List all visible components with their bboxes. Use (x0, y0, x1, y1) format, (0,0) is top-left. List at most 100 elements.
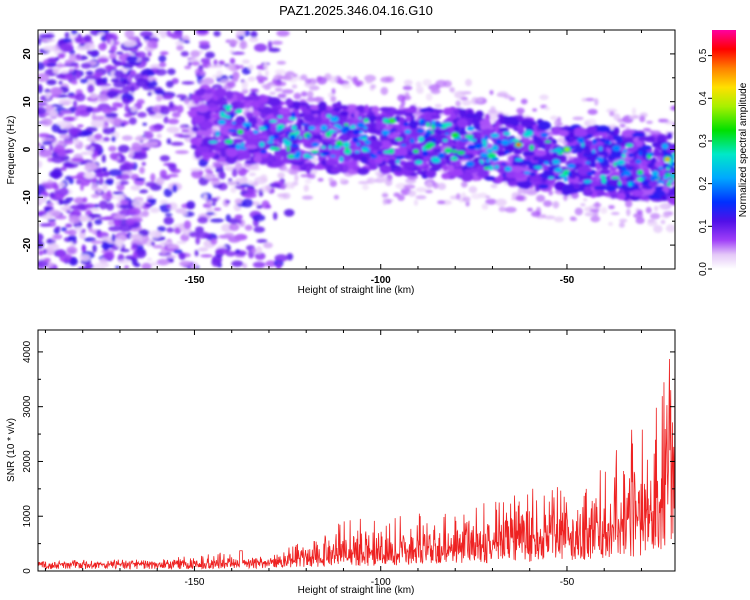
heatmap-cell (403, 161, 418, 170)
heatmap-cell (509, 138, 513, 144)
heatmap-cell (38, 133, 50, 138)
heatmap-cell (454, 90, 466, 99)
heatmap-cell (248, 147, 261, 153)
heatmap-cell (458, 108, 467, 117)
heatmap-cell (196, 130, 211, 136)
heatmap-cell (443, 107, 452, 116)
heatmap-cell (92, 115, 105, 121)
heatmap-cell (166, 126, 180, 134)
heatmap-cell (511, 118, 520, 127)
heatmap-cell (598, 146, 603, 152)
heatmap-cell (367, 115, 377, 121)
heatmap-cell (301, 91, 308, 97)
heatmap-cell (169, 32, 183, 39)
heatmap-cell (484, 166, 490, 170)
heatmap-cell (54, 215, 67, 220)
heatmap-cell (111, 136, 116, 142)
heatmap-cell (379, 140, 393, 149)
heatmap-cell (98, 83, 112, 87)
heatmap-cell (425, 181, 433, 189)
heatmap-cell (139, 166, 145, 174)
heatmap-cell (135, 78, 150, 88)
heatmap-cell (413, 199, 419, 206)
heatmap-cell (414, 160, 423, 165)
heatmap-cell (256, 239, 268, 243)
heatmap-cell (267, 40, 273, 50)
heatmap-cell (101, 243, 113, 249)
heatmap-cell (58, 187, 70, 196)
heatmap-cell (68, 68, 74, 72)
heatmap-cell (371, 105, 380, 113)
heatmap-cell (122, 97, 128, 102)
heatmap-cell (321, 151, 331, 156)
heatmap-cell (189, 168, 203, 172)
heatmap-cell (68, 215, 80, 224)
heatmap-cell (111, 57, 117, 64)
heatmap-cell (220, 147, 226, 158)
heatmap-cell (265, 184, 270, 191)
heatmap-cell (59, 110, 72, 115)
heatmap-cell (43, 257, 51, 263)
heatmap-cell (369, 164, 378, 171)
heatmap-cell (494, 164, 500, 170)
heatmap-cell (503, 131, 511, 136)
heatmap-cell (464, 168, 479, 174)
heatmap-cell (68, 53, 78, 63)
heatmap-cell (229, 64, 237, 72)
heatmap-cell (530, 177, 539, 182)
heatmap-cell (150, 207, 160, 213)
heatmap-cell (615, 137, 624, 144)
heatmap-cell (259, 149, 267, 154)
heatmap-cell (290, 144, 300, 148)
heatmap-cell (268, 47, 281, 53)
heatmap-cell (225, 200, 231, 204)
heatmap-cell (107, 220, 115, 226)
heatmap-cell (291, 125, 297, 131)
heatmap-cell (253, 154, 262, 163)
heatmap-cell (239, 40, 248, 49)
heatmap-cell (139, 30, 154, 38)
heatmap-cell (274, 254, 288, 262)
heatmap-cell (504, 149, 510, 155)
heatmap-cell (330, 116, 339, 123)
heatmap-cell (597, 151, 609, 156)
heatmap-cell (203, 193, 208, 202)
heatmap-ytick-label: -10 (22, 190, 33, 205)
heatmap-cell (230, 101, 239, 110)
heatmap-cell (408, 119, 418, 130)
heatmap-cell (544, 140, 552, 150)
heatmap-cell (286, 146, 290, 152)
heatmap-cell (114, 70, 125, 79)
colorbar-tick-label: 0.4 (698, 91, 709, 105)
heatmap-cell (635, 159, 642, 164)
heatmap-cell (57, 52, 66, 59)
heatmap-cell (259, 102, 266, 109)
heatmap-cell (45, 92, 51, 100)
heatmap-cell (244, 102, 252, 109)
heatmap-cell (283, 138, 288, 144)
heatmap-cell (625, 143, 634, 148)
heatmap-cell (574, 207, 583, 216)
heatmap-cell (231, 121, 236, 125)
heatmap-cell (609, 111, 615, 117)
heatmap-cell (67, 92, 75, 97)
heatmap-cell (165, 80, 174, 88)
heatmap-cell (514, 172, 527, 179)
heatmap-cell (584, 145, 591, 155)
heatmap-cell (498, 127, 509, 132)
heatmap-cell (393, 110, 408, 116)
heatmap-cell (252, 214, 266, 222)
heatmap-cell (520, 98, 528, 105)
heatmap-cell (538, 184, 549, 190)
heatmap-cell (156, 94, 162, 102)
heatmap-cell (672, 176, 675, 180)
heatmap-cell (274, 69, 286, 75)
heatmap-cell (89, 93, 98, 100)
colorbar-tick-label: 0.2 (698, 176, 709, 190)
heatmap-cell (646, 120, 653, 124)
heatmap-cell (311, 165, 327, 170)
heatmap-cell (455, 100, 461, 107)
heatmap-cell (437, 200, 446, 205)
heatmap-cell (394, 155, 404, 160)
heatmap-cell (328, 177, 334, 182)
